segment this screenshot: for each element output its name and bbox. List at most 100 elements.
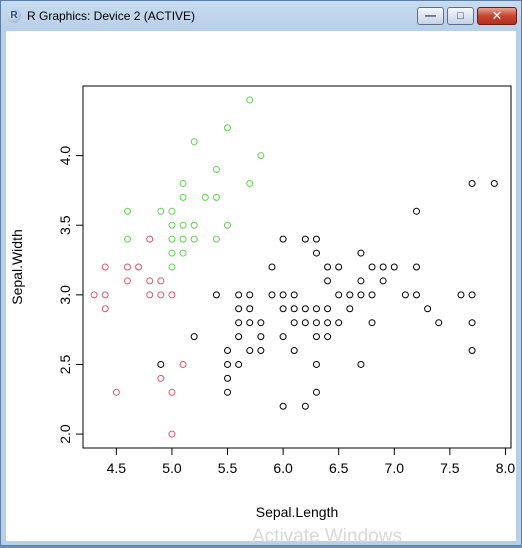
- x-tick-label: 5.0: [162, 460, 182, 476]
- data-point: [324, 319, 332, 327]
- y-axis-label: Sepal.Width: [9, 229, 25, 304]
- data-point: [212, 193, 220, 201]
- data-point: [179, 179, 187, 187]
- plot-frame: [82, 85, 512, 449]
- data-point: [168, 388, 176, 396]
- data-point: [357, 277, 365, 285]
- data-point: [490, 179, 498, 187]
- data-point: [235, 305, 243, 313]
- data-point: [168, 430, 176, 438]
- data-point: [324, 277, 332, 285]
- data-point: [101, 291, 109, 299]
- data-point: [435, 319, 443, 327]
- data-point: [224, 347, 232, 355]
- data-point: [190, 221, 198, 229]
- data-point: [179, 235, 187, 243]
- data-point: [179, 193, 187, 201]
- data-point: [224, 221, 232, 229]
- data-point: [301, 319, 309, 327]
- data-point: [257, 152, 265, 160]
- data-point: [235, 319, 243, 327]
- data-point: [246, 319, 254, 327]
- data-point: [246, 179, 254, 187]
- data-point: [123, 207, 131, 215]
- data-point: [312, 249, 320, 257]
- data-point: [279, 305, 287, 313]
- data-point: [146, 291, 154, 299]
- data-point: [212, 291, 220, 299]
- x-tick-label: 5.5: [218, 460, 238, 476]
- data-point: [368, 319, 376, 327]
- data-point: [212, 166, 220, 174]
- y-tick-label: 3.0: [57, 285, 73, 305]
- data-point: [312, 360, 320, 368]
- data-point: [357, 249, 365, 257]
- data-point: [279, 235, 287, 243]
- data-point: [413, 291, 421, 299]
- minimize-button[interactable]: —: [417, 7, 444, 25]
- data-point: [123, 263, 131, 271]
- x-tick-label: 7.0: [385, 460, 405, 476]
- data-point: [157, 207, 165, 215]
- data-point: [301, 235, 309, 243]
- data-point: [224, 388, 232, 396]
- data-point: [168, 263, 176, 271]
- data-point: [468, 291, 476, 299]
- data-point: [379, 277, 387, 285]
- data-point: [290, 347, 298, 355]
- data-point: [468, 347, 476, 355]
- data-point: [157, 374, 165, 382]
- data-point: [212, 235, 220, 243]
- x-tick-label: 7.5: [440, 460, 460, 476]
- data-point: [401, 291, 409, 299]
- data-point: [235, 291, 243, 299]
- data-point: [457, 291, 465, 299]
- data-point: [268, 263, 276, 271]
- data-point: [468, 179, 476, 187]
- data-point: [379, 263, 387, 271]
- data-point: [101, 263, 109, 271]
- data-point: [357, 360, 365, 368]
- data-point: [146, 277, 154, 285]
- data-point: [257, 333, 265, 341]
- close-button[interactable]: ✕: [477, 7, 517, 25]
- activate-windows-watermark: Activate Windows: [252, 526, 402, 547]
- data-point: [413, 263, 421, 271]
- x-tick-label: 6.0: [273, 460, 293, 476]
- maximize-button[interactable]: □: [447, 7, 474, 25]
- data-point: [346, 305, 354, 313]
- data-point: [301, 305, 309, 313]
- data-point: [157, 360, 165, 368]
- data-point: [335, 291, 343, 299]
- data-point: [257, 319, 265, 327]
- data-point: [312, 388, 320, 396]
- data-point: [290, 305, 298, 313]
- data-point: [168, 207, 176, 215]
- data-point: [224, 124, 232, 132]
- data-point: [157, 277, 165, 285]
- data-point: [146, 235, 154, 243]
- data-point: [246, 347, 254, 355]
- data-point: [335, 319, 343, 327]
- data-point: [224, 360, 232, 368]
- data-point: [368, 291, 376, 299]
- title-bar[interactable]: R R Graphics: Device 2 (ACTIVE) — □ ✕: [1, 1, 521, 31]
- data-point: [190, 235, 198, 243]
- data-point: [257, 347, 265, 355]
- data-point: [357, 291, 365, 299]
- data-point: [235, 333, 243, 341]
- data-point: [123, 277, 131, 285]
- data-point: [279, 402, 287, 410]
- scatter-plot: 4.5 5.0 5.5 6.0 6.5 7.0 7.5 8.0 2.0 2.5 3.0 3.5 4.0 S…: [9, 85, 515, 520]
- graphics-device-canvas: 4.5 5.0 5.5 6.0 6.5 7.0 7.5 8.0 2.0 2.5 3.0 3.5 4.0 S…: [6, 31, 516, 541]
- data-point: [312, 333, 320, 341]
- data-point: [246, 305, 254, 313]
- data-point: [112, 388, 120, 396]
- data-point: [346, 291, 354, 299]
- data-point: [101, 305, 109, 313]
- data-point: [268, 291, 276, 299]
- data-point: [324, 305, 332, 313]
- data-point: [290, 291, 298, 299]
- data-point: [157, 291, 165, 299]
- data-point: [312, 235, 320, 243]
